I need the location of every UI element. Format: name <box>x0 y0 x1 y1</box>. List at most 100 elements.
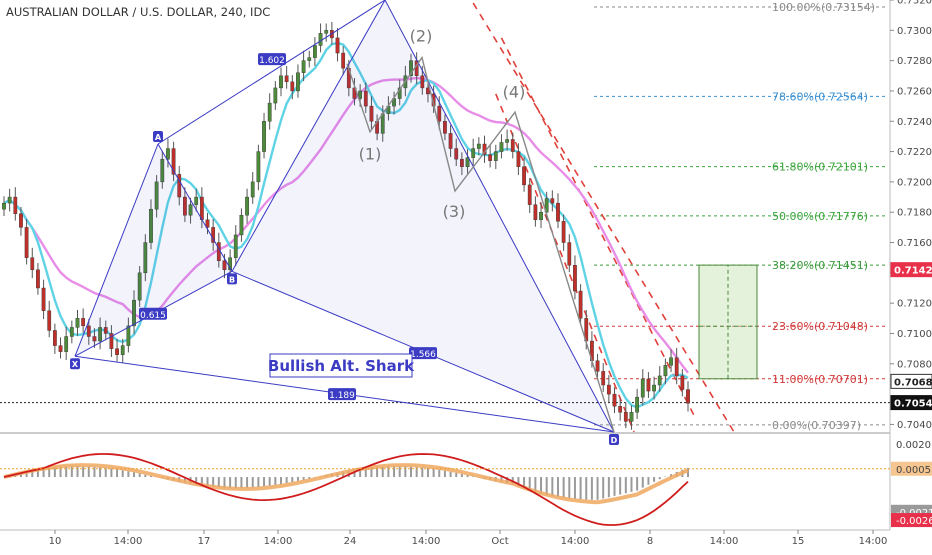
candle-body <box>573 265 577 292</box>
pattern-ratio-label: 0.615 <box>140 311 166 321</box>
candle-body <box>341 52 346 69</box>
price-tag-box <box>890 395 932 411</box>
candle-body <box>663 365 668 377</box>
fib-level-label: 61.80%(0.72101) <box>772 161 868 174</box>
candle-body <box>522 166 526 186</box>
candle-body <box>58 345 63 352</box>
candle-body <box>420 75 425 89</box>
slow-moving-average-line <box>3 76 689 374</box>
elliott-wave-label: (1) <box>359 145 382 164</box>
candle-body <box>41 287 46 311</box>
candle-body <box>92 336 97 342</box>
time-tick-label: 14:00 <box>114 536 143 547</box>
channel-upper-line <box>472 2 735 433</box>
candle-body <box>75 318 80 328</box>
candle-body <box>465 157 470 167</box>
candle-body <box>13 196 18 214</box>
candle-body <box>177 174 182 198</box>
candle-body <box>646 378 651 392</box>
candle-body <box>488 154 493 161</box>
candle-body <box>358 90 363 99</box>
candle-body <box>493 151 498 161</box>
fib-level-label: 11.00%(0.70701) <box>772 373 868 386</box>
candle-body <box>233 234 238 258</box>
candle-body <box>143 242 148 274</box>
pattern-point-badge <box>227 273 237 285</box>
time-tick-label: 10 <box>49 536 62 547</box>
pattern-name-box <box>269 353 413 378</box>
macd-line <box>3 453 689 526</box>
time-tick-label: 14:00 <box>710 536 739 547</box>
pattern-triangle-xab <box>75 144 232 357</box>
candle-body <box>199 196 204 220</box>
candle-body <box>476 143 481 149</box>
time-tick-label: 14:00 <box>561 536 590 547</box>
candle-body <box>284 75 289 83</box>
macd-tick-label: -0.0026 <box>896 516 932 527</box>
pattern-point-label: D <box>611 436 618 445</box>
fib-level-label: 0.00%(0.70397) <box>772 419 861 432</box>
candle-body <box>301 60 306 73</box>
candle-body <box>657 375 662 386</box>
candle-body <box>606 384 611 395</box>
fib-level-label: 50.00%(0.71776) <box>772 210 868 223</box>
pattern-ratio-label: 1.189 <box>329 391 355 401</box>
elliott-wave-label: (2) <box>410 26 433 45</box>
price-tag-label: 0.71421 <box>894 266 932 277</box>
candle-body <box>239 215 244 236</box>
time-tick-label: 8 <box>647 536 653 547</box>
candle-body <box>567 242 572 266</box>
candle-body <box>256 151 261 183</box>
candle-body <box>228 257 232 271</box>
candle-body <box>561 221 566 243</box>
time-tick-label: 17 <box>198 536 211 547</box>
candle-body <box>652 384 656 392</box>
candle-body <box>307 57 312 61</box>
candle-body <box>397 87 402 99</box>
candle-body <box>98 327 102 342</box>
pattern-point-label: A <box>155 133 162 142</box>
candle-body <box>686 389 690 404</box>
pattern-point-badge <box>609 434 619 445</box>
candle-body <box>516 151 521 167</box>
pattern-ratio-label: 1.602 <box>259 56 285 66</box>
elliott-wave-path <box>346 55 615 433</box>
price-tag-box <box>890 373 932 389</box>
price-tag-label: 0.70544 <box>894 399 932 410</box>
candle-body <box>166 148 170 160</box>
macd-tick-label: 0.0005 <box>896 465 931 476</box>
pattern-ratio-label: 1.566 <box>410 350 436 360</box>
candle-body <box>335 37 340 54</box>
pattern-triangle-bcd <box>232 0 614 432</box>
candle-body <box>7 196 12 204</box>
time-tick-label: 24 <box>344 536 357 547</box>
fib-level-label: 78.60%(0.72564) <box>772 90 868 103</box>
pattern-name-label: Bullish Alt. Shark <box>268 357 415 375</box>
candle-body <box>443 121 447 134</box>
candle-body <box>154 181 159 210</box>
candle-body <box>595 360 600 372</box>
candle-body <box>669 357 673 366</box>
channel-lower-line <box>495 93 635 433</box>
candle-body <box>409 60 413 76</box>
candle-body <box>318 33 323 46</box>
channel-mid-line <box>500 37 695 416</box>
candle-body <box>448 133 453 149</box>
fib-level-label: 23.60%(0.71048) <box>772 320 868 333</box>
candle-body <box>24 227 29 258</box>
candle-body <box>137 272 142 301</box>
candle-body <box>205 219 210 228</box>
candle-body <box>245 196 249 216</box>
